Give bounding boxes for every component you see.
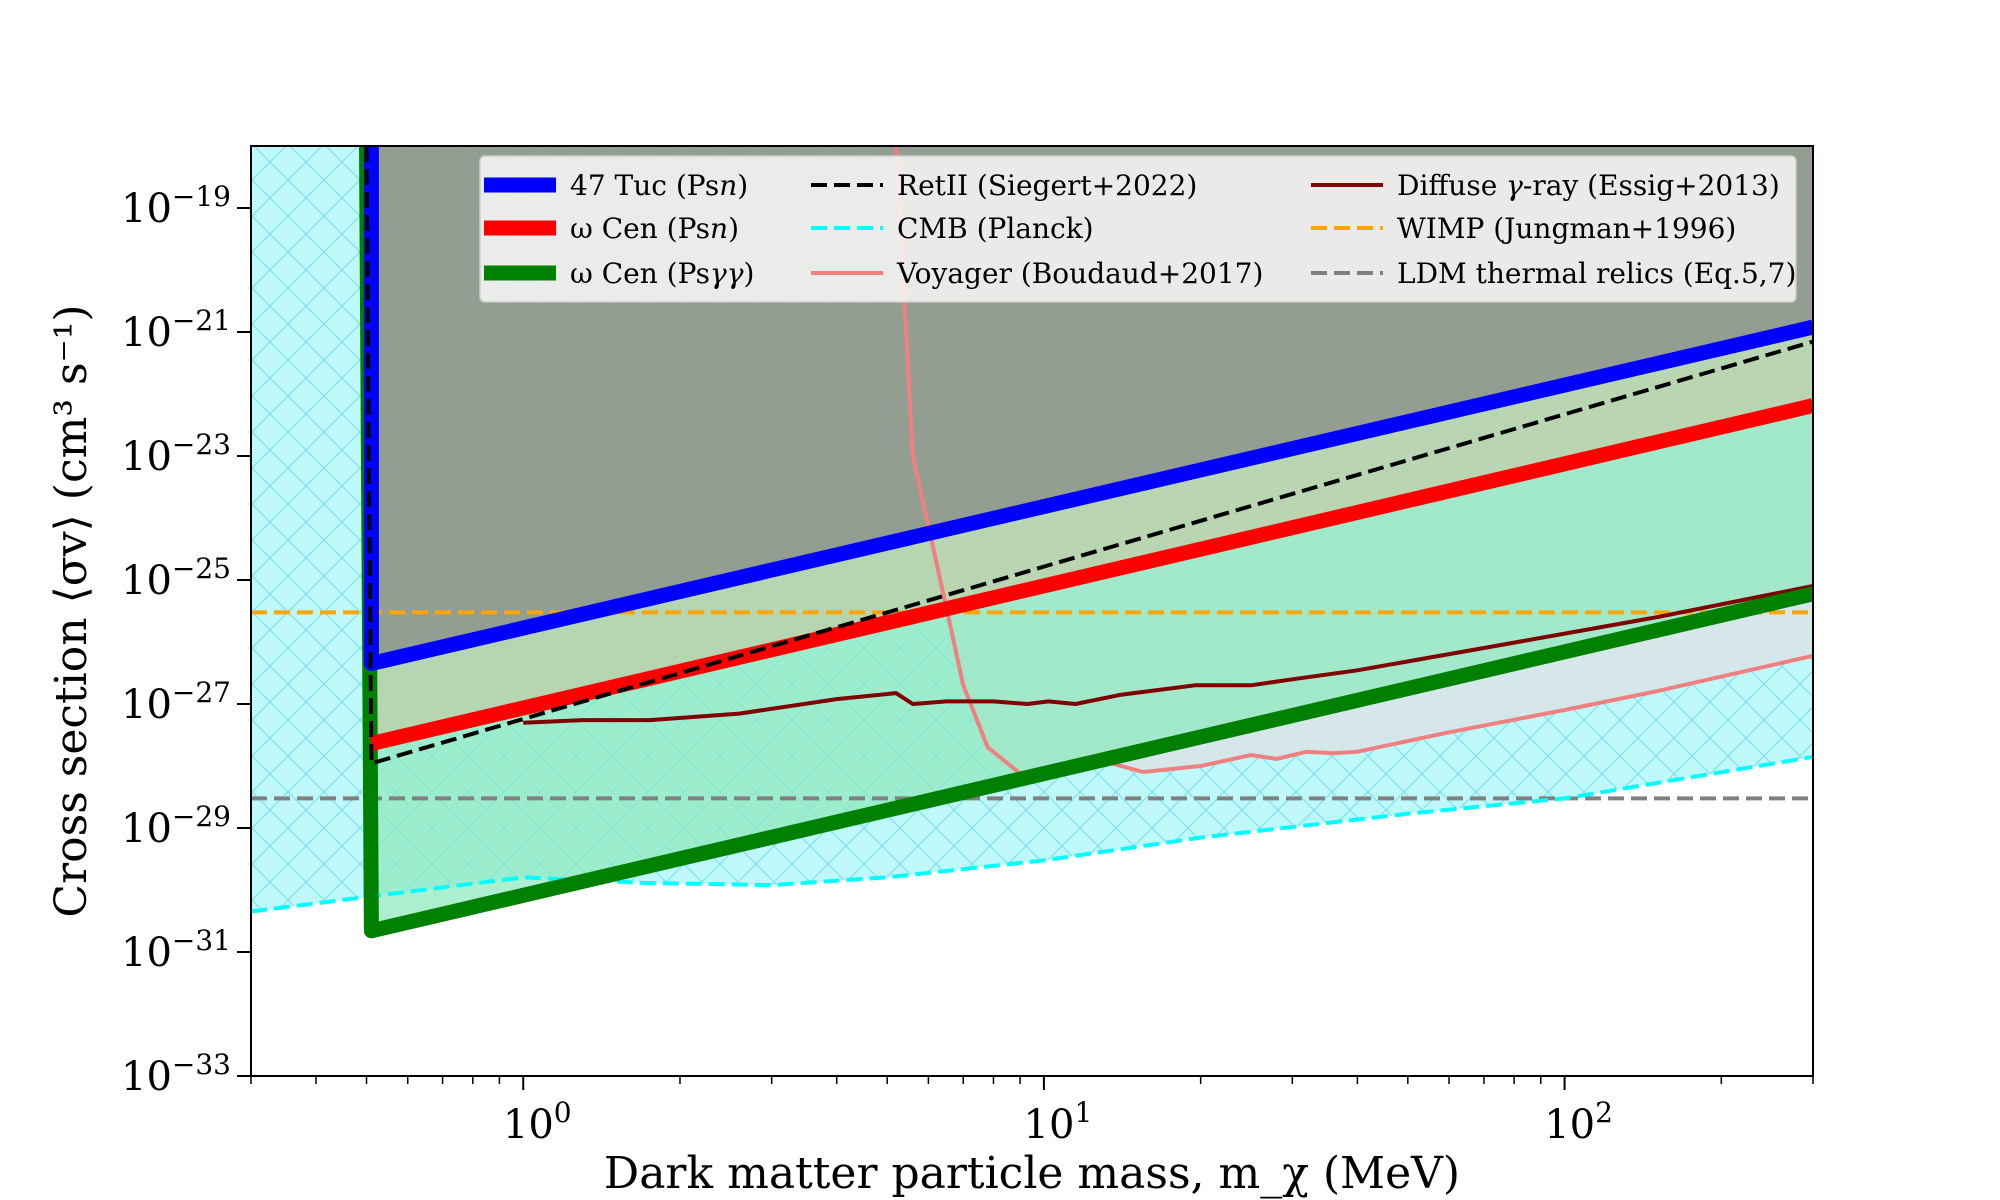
- x-axis-ticks: 100 101 102: [250, 1076, 1814, 1148]
- legend-label: Diffuse γ-ray (Essig+2013): [1397, 169, 1780, 202]
- legend-label: Voyager (Boudaud+2017): [896, 257, 1263, 290]
- series-lines: [251, 146, 1813, 939]
- x-tick-label: 102: [1544, 1096, 1613, 1148]
- y-tick-label: 10−21: [121, 304, 231, 356]
- y-tick-label: 10−31: [121, 924, 231, 976]
- legend-label: 47 Tuc (Psn): [570, 169, 748, 202]
- legend-label: ω Cen (Psn): [570, 212, 739, 245]
- y-tick-label: 10−33: [121, 1048, 231, 1100]
- series-line-3: [894, 146, 1813, 778]
- x-tick-label: 101: [1024, 1096, 1093, 1148]
- y-tick-label: 10−27: [121, 676, 231, 728]
- y-axis-label: Cross section ⟨σv⟩ (cm³ s⁻¹): [46, 304, 97, 917]
- series-line-8: [364, 146, 1813, 766]
- series-line-6: [369, 398, 1813, 751]
- y-tick-label: 10−25: [121, 552, 231, 604]
- legend-label: ω Cen (Psγγ): [570, 257, 754, 290]
- legend-label: RetII (Siegert+2022): [897, 169, 1197, 202]
- y-axis-ticks: 10−33 10−31 10−29 10−27 10−25 10−23 10−21 10−19: [121, 180, 251, 1100]
- x-tick-label: 100: [503, 1096, 572, 1148]
- y-tick-label: 10−19: [121, 180, 231, 232]
- legend: 47 Tuc (Psn) ω Cen (Psn) ω Cen (Psγγ) RetII…: [479, 155, 1797, 303]
- legend-label: LDM thermal relics (Eq.5,7): [1397, 257, 1796, 290]
- legend-label: CMB (Planck): [897, 212, 1094, 245]
- y-tick-label: 10−29: [121, 800, 231, 852]
- legend-box: [479, 155, 1797, 303]
- axes-frame: [250, 145, 1814, 1077]
- legend-label: WIMP (Jungman+1996): [1397, 212, 1736, 245]
- x-axis-label: Dark matter particle mass, m_χ (MeV): [604, 1148, 1460, 1199]
- series-line-4: [523, 584, 1813, 725]
- y-tick-label: 10−23: [121, 428, 231, 480]
